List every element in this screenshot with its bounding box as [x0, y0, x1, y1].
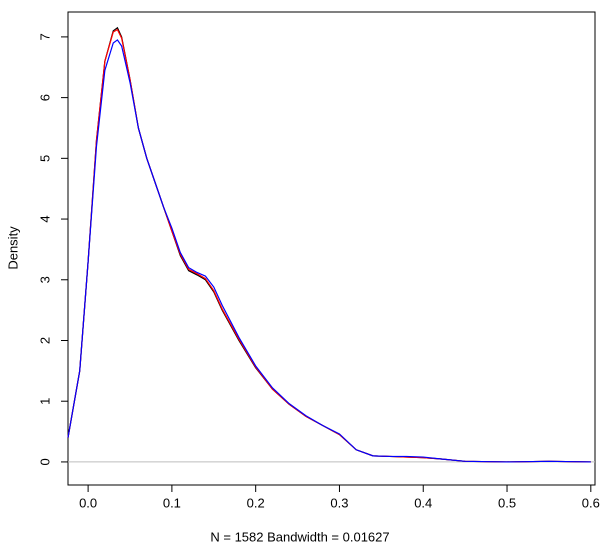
y-tick-label: 4	[37, 215, 52, 222]
y-tick-label: 2	[37, 337, 52, 344]
x-tick-label: 0.4	[414, 495, 432, 510]
plot-frame	[67, 11, 596, 486]
x-axis-label: N = 1582 Bandwidth = 0.01627	[210, 529, 389, 544]
density-line	[67, 26, 591, 463]
x-tick-label: 0.5	[498, 495, 516, 510]
x-tick-label: 0.1	[163, 495, 181, 510]
density-line	[67, 39, 591, 463]
y-tick-label: 3	[37, 276, 52, 283]
y-tick-label: 1	[37, 398, 52, 405]
y-tick-label: 0	[37, 458, 52, 465]
y-tick-label: 7	[37, 33, 52, 40]
y-tick-label: 5	[37, 155, 52, 162]
x-tick-label: 0.0	[79, 495, 97, 510]
y-axis-label: Density	[5, 226, 20, 270]
y-tick-label: 6	[37, 94, 52, 101]
x-tick-label: 0.2	[247, 495, 265, 510]
x-tick-label: 0.6	[582, 495, 600, 510]
x-tick-label: 0.3	[330, 495, 348, 510]
density-line	[67, 28, 591, 463]
